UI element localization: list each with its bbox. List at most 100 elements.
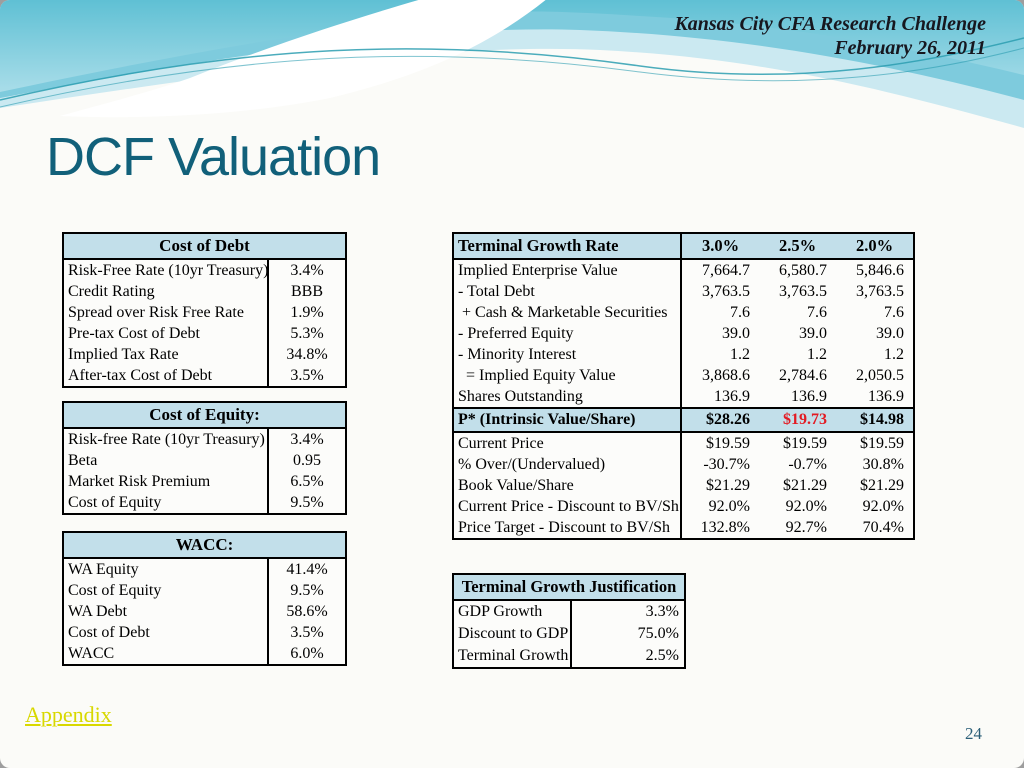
row-label: Risk-free Rate (10yr Treasury) bbox=[68, 431, 265, 448]
row-value: -0.7% bbox=[788, 456, 827, 473]
row-value: -30.7% bbox=[703, 456, 750, 473]
table-title: Cost of Debt bbox=[64, 234, 345, 260]
table-row: Current Price $19.59 $19.59 $19.59 bbox=[454, 433, 913, 454]
row-value: BBB bbox=[267, 281, 345, 302]
row-value: 75.0% bbox=[570, 623, 684, 645]
table-title: Terminal Growth Justification bbox=[454, 575, 684, 601]
row-label: After-tax Cost of Debt bbox=[68, 367, 213, 384]
table-row: Implied Tax Rate 34.8% bbox=[64, 344, 345, 365]
row-value: 136.9 bbox=[868, 388, 904, 405]
row-value: 136.9 bbox=[791, 388, 827, 405]
row-label: Cost of Equity bbox=[68, 582, 162, 599]
row-value: 7.6 bbox=[807, 304, 827, 321]
row-label: = Implied Equity Value bbox=[454, 365, 682, 386]
table-row: Book Value/Share $21.29 $21.29 $21.29 bbox=[454, 475, 913, 496]
table-row: - Minority Interest 1.2 1.2 1.2 bbox=[454, 344, 913, 365]
row-value: 1.2 bbox=[730, 346, 750, 363]
row-value: 3.5% bbox=[267, 365, 345, 386]
table-row: Pre-tax Cost of Debt 5.3% bbox=[64, 323, 345, 344]
column-header: 3.0% bbox=[701, 236, 740, 255]
row-value: 136.9 bbox=[714, 388, 750, 405]
row-value: 6.0% bbox=[267, 643, 345, 664]
table-row: = Implied Equity Value 3,868.6 2,784.6 2,05… bbox=[454, 365, 913, 386]
table-row: Current Price - Discount to BV/Sh 92.0% 92… bbox=[454, 496, 913, 517]
row-value: 34.8% bbox=[267, 344, 345, 365]
intrinsic-value-row: P* (Intrinsic Value/Share) $28.26 $19.73 $1… bbox=[454, 407, 913, 433]
table-row: - Total Debt 3,763.5 3,763.5 3,763.5 bbox=[454, 281, 913, 302]
row-value: 39.0 bbox=[722, 325, 750, 342]
page-number: 24 bbox=[965, 724, 982, 743]
table-section-bottom: Current Price $19.59 $19.59 $19.59 % Over/(U… bbox=[454, 433, 913, 538]
appendix-link[interactable]: Appendix bbox=[25, 702, 112, 727]
table-row: Beta 0.95 bbox=[64, 450, 345, 471]
row-value: $19.73 bbox=[783, 411, 827, 428]
row-value: $14.98 bbox=[860, 411, 904, 428]
column-header: 2.0% bbox=[855, 236, 894, 255]
row-label: Beta bbox=[68, 452, 98, 469]
row-label: Current Price bbox=[454, 433, 682, 454]
row-label: WA Equity bbox=[68, 561, 139, 578]
row-value: 6.5% bbox=[267, 471, 345, 492]
row-label: Cost of Debt bbox=[68, 624, 150, 641]
row-value: $28.26 bbox=[706, 411, 750, 428]
row-value: 2,784.6 bbox=[779, 367, 827, 384]
row-label: % Over/(Undervalued) bbox=[454, 454, 682, 475]
row-label: Spread over Risk Free Rate bbox=[68, 304, 244, 321]
row-value: 7.6 bbox=[730, 304, 750, 321]
row-value: $19.59 bbox=[706, 435, 750, 452]
table-row: Discount to GDP 75.0% bbox=[454, 623, 684, 645]
row-value: 92.7% bbox=[785, 519, 827, 536]
row-label: Book Value/Share bbox=[454, 475, 682, 496]
wacc-table: WACC: WA Equity 41.4% Cost of Equity 9.5% WA… bbox=[62, 531, 347, 666]
header-wave-graphic bbox=[0, 0, 1024, 128]
table-row: Cost of Equity 9.5% bbox=[64, 580, 345, 601]
row-value: 3.4% bbox=[267, 260, 345, 281]
row-label: Price Target - Discount to BV/Sh bbox=[454, 517, 682, 538]
table-row: Price Target - Discount to BV/Sh 132.8% 92… bbox=[454, 517, 913, 538]
table-row: WA Debt 58.6% bbox=[64, 601, 345, 622]
row-value: 58.6% bbox=[267, 601, 345, 622]
row-label: Pre-tax Cost of Debt bbox=[68, 325, 200, 342]
table-header-row: Terminal Growth Rate 3.0% 2.5% 2.0% bbox=[454, 234, 913, 260]
row-value: $19.59 bbox=[860, 435, 904, 452]
table-row: P* (Intrinsic Value/Share) $28.26 $19.73 $1… bbox=[454, 409, 913, 431]
row-label: Implied Enterprise Value bbox=[454, 260, 682, 281]
slide-header-text: Kansas City CFA Research Challenge Febru… bbox=[674, 12, 986, 60]
table-row: Cost of Debt 3.5% bbox=[64, 622, 345, 643]
row-label: - Minority Interest bbox=[454, 344, 682, 365]
row-value: 3,763.5 bbox=[702, 283, 750, 300]
table-title: Terminal Growth Rate bbox=[454, 234, 682, 258]
row-label: Implied Tax Rate bbox=[68, 346, 179, 363]
row-value: 92.0% bbox=[785, 498, 827, 515]
table-row: Implied Enterprise Value 7,664.7 6,580.7 5,… bbox=[454, 260, 913, 281]
row-label: WACC bbox=[68, 645, 115, 662]
row-value: 7,664.7 bbox=[702, 262, 750, 279]
row-value: 70.4% bbox=[862, 519, 904, 536]
table-row: Risk-Free Rate (10yr Treasury) 3.4% bbox=[64, 260, 345, 281]
row-label: - Preferred Equity bbox=[454, 323, 682, 344]
row-value: 39.0 bbox=[876, 325, 904, 342]
row-label: WA Debt bbox=[68, 603, 128, 620]
table-row: % Over/(Undervalued) -30.7% -0.7% 30.8% bbox=[454, 454, 913, 475]
header-line-1: Kansas City CFA Research Challenge bbox=[674, 13, 986, 35]
header-line-2: February 26, 2011 bbox=[834, 37, 986, 59]
table-section-top: Implied Enterprise Value 7,664.7 6,580.7 5,… bbox=[454, 260, 913, 407]
table-title: Cost of Equity: bbox=[64, 403, 345, 429]
table-row: WACC 6.0% bbox=[64, 643, 345, 664]
row-label: Terminal Growth bbox=[458, 647, 569, 664]
row-label: - Total Debt bbox=[454, 281, 682, 302]
row-label: + Cash & Marketable Securities bbox=[454, 302, 682, 323]
table-row: - Preferred Equity 39.0 39.0 39.0 bbox=[454, 323, 913, 344]
column-header: 2.5% bbox=[778, 236, 817, 255]
row-value: 7.6 bbox=[884, 304, 904, 321]
row-label: Risk-Free Rate (10yr Treasury) bbox=[68, 262, 267, 279]
row-value: 2.5% bbox=[570, 645, 684, 667]
row-value: 5,846.6 bbox=[856, 262, 904, 279]
table-title: WACC: bbox=[64, 533, 345, 559]
table-row: After-tax Cost of Debt 3.5% bbox=[64, 365, 345, 386]
cost-of-equity-table: Cost of Equity: Risk-free Rate (10yr Tre… bbox=[62, 401, 347, 515]
row-value: $21.29 bbox=[706, 477, 750, 494]
row-label: Market Risk Premium bbox=[68, 473, 211, 490]
table-row: Cost of Equity 9.5% bbox=[64, 492, 345, 513]
